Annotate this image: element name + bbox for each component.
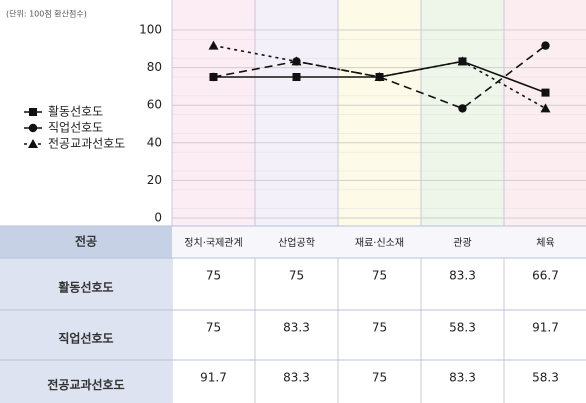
column-band bbox=[504, 0, 586, 226]
x-tick-label: 산업공학 bbox=[278, 236, 315, 249]
marker bbox=[291, 56, 302, 66]
marker bbox=[541, 88, 550, 97]
marker bbox=[458, 104, 467, 113]
marker bbox=[374, 72, 385, 81]
y-tick-label: 60 bbox=[147, 98, 162, 112]
column-band bbox=[172, 0, 255, 226]
unit-note: (단위: 100점 환산점수) bbox=[6, 9, 87, 19]
table-cell: 75 bbox=[372, 321, 387, 335]
table-cell: 91.7 bbox=[532, 321, 559, 335]
marker bbox=[28, 139, 38, 148]
marker bbox=[208, 40, 219, 50]
y-tick-label: 80 bbox=[147, 60, 162, 74]
marker bbox=[29, 108, 37, 116]
table-cell: 75 bbox=[206, 321, 221, 335]
column-band bbox=[255, 0, 338, 226]
y-tick-label: 100 bbox=[139, 23, 162, 37]
x-tick-label: 체육 bbox=[536, 237, 554, 249]
table-cell: 66.7 bbox=[532, 269, 559, 283]
table-cell: 75 bbox=[289, 269, 304, 283]
table-cell: 91.7 bbox=[200, 371, 227, 385]
x-tick-label: 정치·국제관계 bbox=[184, 237, 242, 249]
table-cell: 83.3 bbox=[283, 371, 310, 385]
table-cell: 58.3 bbox=[449, 321, 476, 335]
marker bbox=[540, 103, 551, 113]
y-tick-label: 0 bbox=[154, 211, 162, 225]
table-row-label: 직업선호도 bbox=[58, 331, 113, 346]
y-tick-label: 20 bbox=[147, 173, 162, 187]
table-cell: 75 bbox=[372, 371, 387, 385]
marker bbox=[457, 56, 468, 66]
column-band bbox=[338, 0, 421, 226]
table-cell: 58.3 bbox=[532, 371, 559, 385]
column-band bbox=[421, 0, 504, 226]
table-header-row-cells bbox=[172, 226, 586, 258]
table-cell: 75 bbox=[206, 269, 221, 283]
marker bbox=[28, 123, 38, 133]
table-corner: 전공 bbox=[75, 234, 97, 249]
series-line bbox=[213, 44, 546, 110]
legend-label: 활동선호도 bbox=[48, 105, 103, 119]
table-cell: 75 bbox=[372, 269, 387, 283]
table-cell: 83.3 bbox=[449, 269, 476, 283]
legend-label: 직업선호도 bbox=[48, 121, 103, 135]
table-cell: 83.3 bbox=[283, 321, 310, 335]
marker bbox=[292, 73, 301, 81]
table-cell: 83.3 bbox=[449, 371, 476, 385]
marker bbox=[541, 41, 550, 50]
y-tick-label: 40 bbox=[147, 135, 162, 149]
x-tick-label: 재료·신소재 bbox=[355, 237, 404, 249]
marker bbox=[209, 72, 218, 82]
table-row-label: 활동선호도 bbox=[58, 280, 113, 295]
legend-label: 전공교과선호도 bbox=[48, 137, 125, 151]
table-header-row bbox=[0, 226, 172, 258]
table-row-label: 전공교과선호도 bbox=[47, 377, 124, 392]
x-tick-label: 관광 bbox=[453, 237, 471, 249]
